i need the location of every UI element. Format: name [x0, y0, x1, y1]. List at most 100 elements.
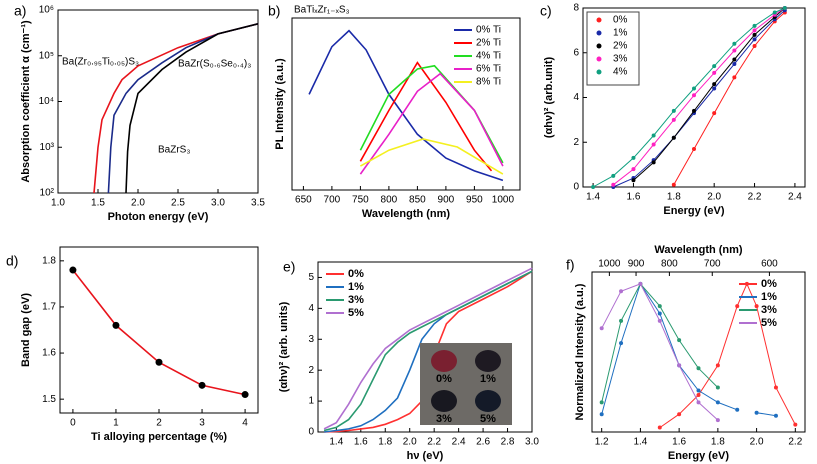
x-tick-label: 2.0: [131, 198, 145, 209]
x-tick-label: 3.5: [251, 198, 265, 209]
x-tick-label: 1.0: [51, 198, 65, 209]
y-tick-label: 8: [573, 3, 579, 14]
x-tick-label: 950: [466, 195, 483, 206]
data-point: [712, 111, 717, 116]
x-tick-label: 1.4: [586, 192, 600, 203]
series-line: [93, 23, 259, 194]
data-point: [732, 48, 737, 53]
data-point: [657, 304, 662, 309]
series-line: [360, 138, 504, 175]
y-tick-label: 10²: [40, 188, 55, 199]
y-tick-label: 4: [573, 92, 579, 103]
legend-swatch: [596, 30, 602, 36]
annotation: Ba(Zr₀.₉₅Ti₀.₀₅)S₃: [62, 57, 139, 68]
x-tick-label: 1.6: [354, 437, 368, 448]
x2-tick-label: 700: [704, 259, 721, 270]
x-tick-label: 2.0: [403, 437, 417, 448]
y-tick-label: 1.8: [42, 255, 56, 266]
data-point: [715, 363, 720, 368]
legend-label: 4%: [613, 67, 628, 78]
series-line: [324, 270, 533, 433]
y-tick-label: 6: [573, 47, 579, 58]
legend-label: 0%: [761, 278, 777, 290]
x-tick-label: 2: [156, 418, 162, 429]
x-tick-label: 2.2: [748, 192, 762, 203]
data-point: [732, 41, 737, 46]
legend-label: 3%: [613, 54, 628, 65]
data-point: [692, 93, 696, 98]
x-tick-label: 1.6: [672, 437, 686, 448]
legend-label: 4% Ti: [476, 51, 501, 62]
data-point: [752, 23, 757, 28]
legend-label: 3%: [761, 304, 777, 316]
x-tick-label: 1.8: [667, 192, 681, 203]
y-axis-label: PL Intensity (a.u.): [274, 58, 286, 150]
x-tick-label: 1.5: [91, 198, 105, 209]
data-point: [599, 326, 604, 331]
data-point: [671, 108, 676, 113]
y-tick-label: 1.7: [42, 302, 56, 313]
plot-frame: [57, 9, 259, 194]
data-point: [715, 418, 720, 423]
legend-label: 5%: [348, 307, 364, 319]
data-point: [752, 32, 757, 37]
data-point: [599, 412, 604, 417]
data-point: [671, 182, 676, 187]
y-axis-label: Band gap (eV): [20, 293, 32, 367]
data-point: [712, 64, 717, 69]
data-point: [241, 391, 249, 399]
data-point: [591, 185, 596, 189]
data-point: [692, 86, 696, 91]
x-tick-label: 2.6: [476, 437, 490, 448]
x-tick-label: 1: [113, 418, 119, 429]
series-line: [359, 72, 504, 175]
y-tick-label: 10³: [40, 142, 55, 153]
legend-swatch: [596, 56, 602, 62]
panel-label: c): [540, 3, 552, 19]
data-point: [732, 75, 737, 80]
data-point: [677, 363, 682, 368]
data-point: [754, 304, 759, 309]
y-tick-label: 5: [308, 272, 314, 283]
y-tick-label: 0: [308, 427, 314, 438]
y-axis-label: (αhν)² (arb. units): [278, 301, 290, 392]
panel-label: b): [268, 3, 280, 19]
x-tick-label: 850: [409, 195, 426, 206]
data-point: [715, 385, 720, 390]
y-tick-label: 10⁵: [39, 50, 54, 61]
x-axis-label: hν (eV): [407, 450, 444, 462]
data-point: [735, 304, 740, 309]
data-point: [754, 410, 759, 415]
x2-tick-label: 600: [761, 259, 778, 270]
inset-sample: [475, 390, 501, 412]
inset-label: 1%: [480, 373, 496, 385]
legend-label: 0% Ti: [476, 25, 501, 36]
x-tick-label: 4: [242, 418, 248, 429]
series-line: [125, 23, 259, 194]
data-point: [752, 44, 757, 49]
x2-tick-label: 1000: [598, 259, 621, 270]
x-tick-label: 3.0: [211, 198, 225, 209]
panel-label: a): [14, 3, 26, 19]
data-point: [735, 407, 740, 412]
x-tick-label: 2.5: [171, 198, 185, 209]
data-point: [619, 289, 624, 294]
data-point: [651, 142, 656, 147]
x-tick-label: 2.2: [788, 437, 802, 448]
data-point: [112, 321, 120, 329]
data-point: [696, 400, 701, 405]
legend-label: 1%: [761, 291, 777, 303]
y-tick-label: 3: [308, 334, 314, 345]
x-axis-label: Ti alloying percentage (%): [91, 431, 227, 443]
x-tick-label: 1.8: [378, 437, 392, 448]
y-tick-label: 10⁶: [39, 5, 54, 16]
data-point: [631, 155, 636, 160]
data-point: [773, 385, 778, 390]
x2-tick-label: 900: [628, 259, 645, 270]
x-tick-label: 2.8: [501, 437, 515, 448]
data-point: [651, 160, 656, 165]
x-tick-label: 2.4: [788, 192, 802, 203]
series-line: [72, 269, 246, 396]
data-point: [712, 86, 717, 91]
y-tick-label: 0: [573, 182, 579, 193]
